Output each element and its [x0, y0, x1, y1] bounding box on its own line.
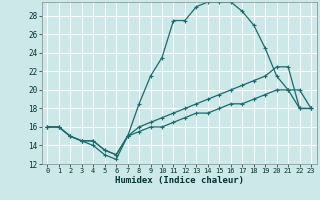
X-axis label: Humidex (Indice chaleur): Humidex (Indice chaleur)	[115, 176, 244, 185]
